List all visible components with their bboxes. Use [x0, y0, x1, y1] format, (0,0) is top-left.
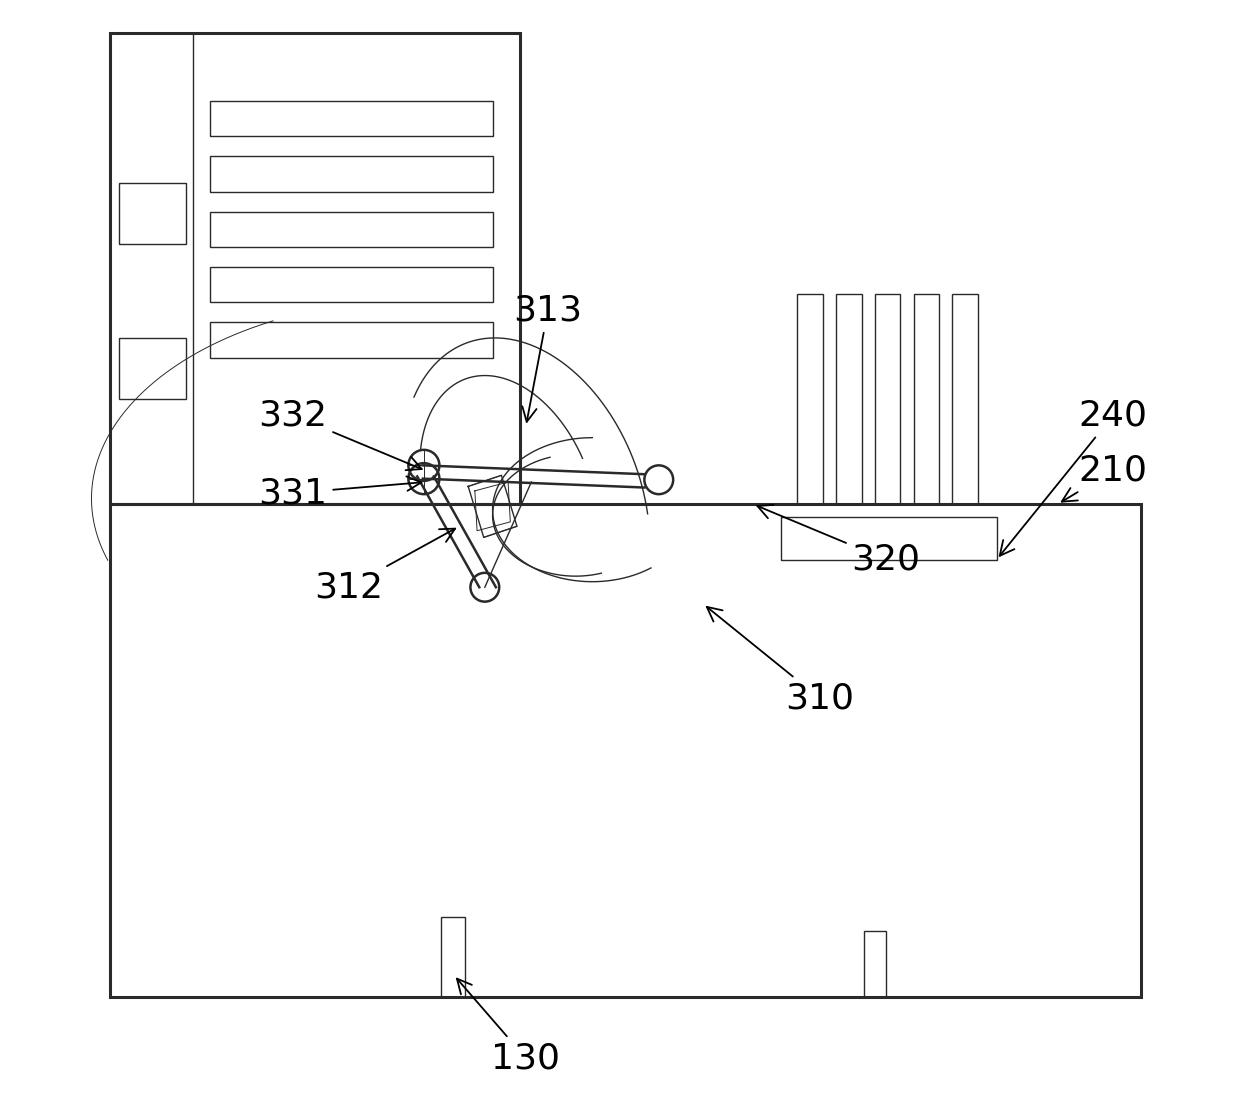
- Bar: [864, 931, 885, 997]
- Bar: [210, 212, 492, 247]
- Bar: [210, 156, 492, 192]
- Bar: [119, 183, 186, 244]
- Text: 332: 332: [259, 399, 422, 470]
- Text: 240: 240: [999, 399, 1147, 556]
- Text: 130: 130: [456, 978, 560, 1075]
- Bar: [797, 294, 823, 504]
- Bar: [836, 294, 862, 504]
- Bar: [110, 33, 521, 504]
- Text: 331: 331: [259, 476, 422, 510]
- Text: 313: 313: [513, 294, 583, 422]
- Bar: [440, 917, 465, 997]
- Bar: [110, 504, 1141, 997]
- Bar: [875, 294, 900, 504]
- Bar: [781, 517, 997, 560]
- Text: 210: 210: [1061, 454, 1147, 502]
- Text: 320: 320: [758, 505, 920, 576]
- Text: 312: 312: [314, 529, 455, 604]
- Bar: [914, 294, 939, 504]
- Text: 310: 310: [707, 607, 854, 715]
- Bar: [210, 267, 492, 302]
- Bar: [210, 322, 492, 358]
- Bar: [210, 101, 492, 136]
- Bar: [952, 294, 978, 504]
- Bar: [119, 338, 186, 399]
